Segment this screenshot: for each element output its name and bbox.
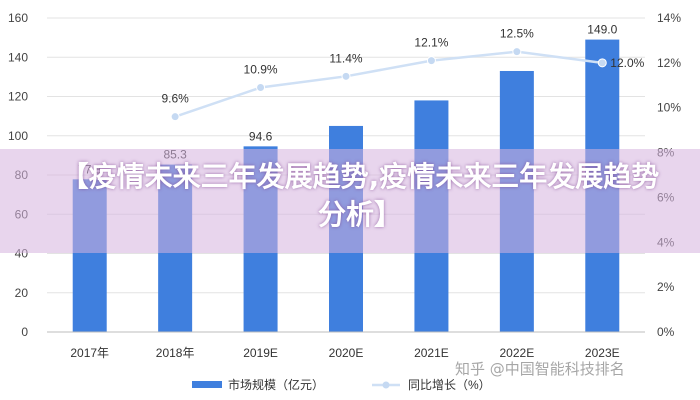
legend: 市场规模（亿元） 同比增长（%）	[192, 377, 491, 392]
line-point	[597, 58, 607, 68]
y-left-tick-label: 20	[15, 286, 29, 300]
line-point	[170, 112, 180, 122]
x-tick-label: 2021E	[414, 346, 449, 360]
x-axis: 2017年 2018年 2019E 2020E 2021E 2022E 2023E	[47, 331, 645, 360]
y-right-tick-label: 10%	[657, 101, 681, 115]
x-tick-label: 2019E	[243, 346, 278, 360]
series-line	[174, 50, 603, 118]
y-left-tick-label: 100	[8, 129, 28, 143]
bar-data-label: 94.6	[249, 129, 273, 143]
banner-title: 【疫情未来三年发展趋势,疫情未来三年发展趋势分析】	[60, 160, 660, 231]
legend-swatch-bar	[192, 381, 222, 388]
x-tick-label: 2017年	[70, 346, 109, 360]
line-point	[256, 83, 266, 93]
line-point	[341, 71, 351, 81]
x-tick-label: 2022E	[500, 346, 535, 360]
line-series: 9.6% 10.9% 11.4% 12.1% 12.5% 12.0%	[161, 27, 645, 122]
legend-label-line: 同比增长（%）	[408, 378, 491, 392]
line-data-label: 12.1%	[414, 36, 448, 50]
x-tick-label: 2023E	[585, 346, 620, 360]
line-data-label: 12.5%	[500, 27, 534, 41]
line-data-label: 9.6%	[161, 92, 189, 106]
x-tick-label: 2020E	[329, 346, 364, 360]
line-point	[426, 56, 436, 66]
legend-swatch-marker	[382, 381, 390, 389]
y-right-tick-label: 0%	[657, 325, 675, 339]
y-left-tick-label: 120	[8, 90, 28, 104]
x-tick-label: 2018年	[156, 346, 195, 360]
line-data-label: 11.4%	[329, 51, 362, 65]
y-left-tick-label: 160	[8, 11, 28, 25]
overlay-banner	[0, 149, 700, 253]
bar-data-label: 149.0	[587, 23, 617, 37]
legend-label-bar: 市场规模（亿元）	[228, 377, 324, 392]
y-right-tick-label: 14%	[657, 11, 681, 25]
y-right-tick-label: 2%	[657, 280, 675, 294]
line-data-label: 12.0%	[610, 56, 644, 70]
line-data-label: 10.9%	[244, 63, 278, 77]
y-left-tick-label: 0	[21, 325, 28, 339]
y-right-tick-label: 12%	[657, 56, 681, 70]
watermark: 知乎 @中国智能科技排名	[455, 360, 625, 378]
line-point	[512, 47, 522, 57]
y-left-tick-label: 140	[8, 50, 28, 64]
